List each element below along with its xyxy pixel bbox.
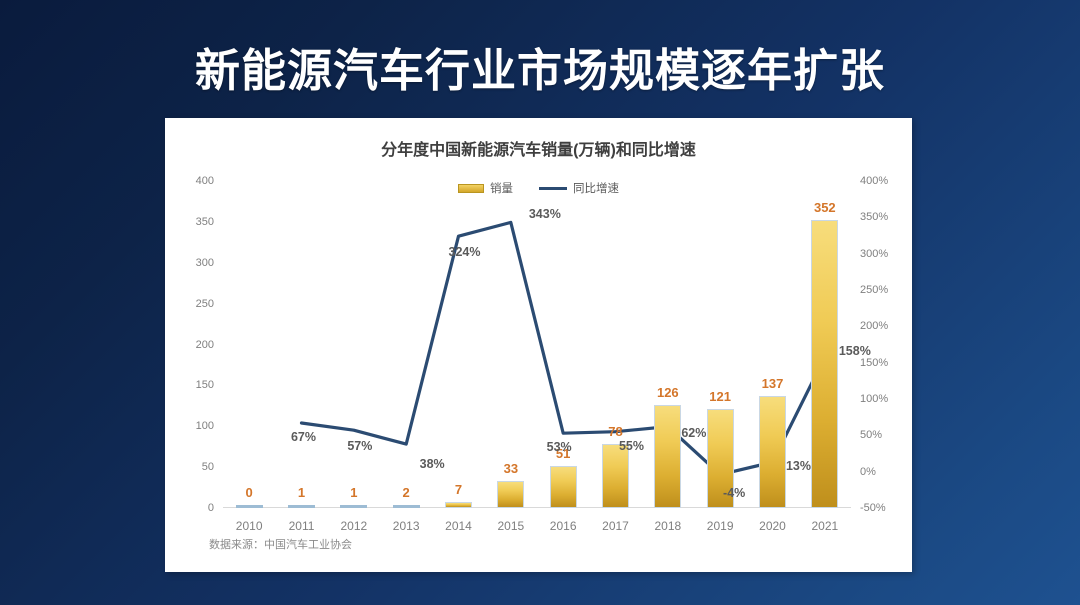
y-axis-left-tick: 50: [201, 461, 214, 474]
x-axis-tick: 2018: [654, 519, 682, 533]
line-value-label: 13%: [785, 459, 812, 474]
legend-label-sales: 销量: [490, 183, 513, 195]
y-axis-left-tick: 150: [195, 379, 214, 392]
y-axis-left-tick: 350: [195, 215, 214, 228]
line-value-label: 158%: [838, 343, 871, 358]
bar-2012[interactable]: [340, 505, 368, 508]
line-value-label: 343%: [528, 207, 561, 222]
x-axis-tick: 2015: [497, 519, 525, 533]
x-axis-tick: 2021: [811, 519, 839, 533]
slide-title: 新能源汽车行业市场规模逐年扩张: [194, 45, 885, 96]
x-axis-tick: 2011: [288, 519, 315, 533]
x-axis-tick: 2010: [235, 519, 263, 533]
y-axis-right-tick: 0%: [860, 465, 876, 478]
bar-value-label: 1: [297, 485, 306, 500]
bar-value-label: 7: [454, 482, 463, 498]
axis-baseline: [223, 507, 851, 508]
bar-value-label: 51: [555, 446, 571, 462]
y-axis-right-tick: 50%: [860, 429, 883, 442]
bar-2013[interactable]: [392, 505, 420, 508]
y-axis-right-tick: 150%: [860, 356, 889, 369]
bar-value-label: 126: [656, 384, 679, 400]
y-axis-left-tick: 200: [195, 338, 214, 351]
y-axis-right-tick: 100%: [860, 393, 889, 405]
y-axis-right-tick: 250%: [860, 284, 889, 296]
source-note: 数据来源：中国汽车工业协会: [209, 539, 352, 551]
legend-swatch-line-icon: [539, 186, 567, 190]
x-axis-tick: 2020: [759, 519, 786, 533]
y-axis-left-tick: 0: [207, 502, 214, 514]
y-axis-right-tick: 300%: [860, 247, 889, 260]
chart-title: 分年度中国新能源汽车销量(万辆)和同比增速: [381, 142, 696, 159]
gridline: [223, 426, 851, 427]
gridline: [223, 263, 851, 264]
legend-swatch-bar-icon: [458, 183, 484, 193]
gridline: [223, 345, 851, 346]
y-axis-left-tick: 300: [195, 256, 214, 269]
growth-line-series: [299, 220, 827, 477]
chart-panel: 分年度中国新能源汽车销量(万辆)和同比增速 销量 同比增速 0 50 100 150 2…: [165, 118, 912, 572]
x-axis-tick: 2016: [549, 519, 577, 533]
gridline: [223, 222, 851, 223]
legend-item-sales[interactable]: 销量: [458, 180, 513, 196]
legend-item-growth[interactable]: 同比增速: [539, 180, 619, 196]
gridline: [223, 467, 851, 468]
bar-2014[interactable]: [444, 502, 473, 508]
bar-value-label: 78: [608, 424, 623, 440]
x-axis-tick: 2017: [602, 519, 629, 533]
line-value-label: -4%: [723, 485, 746, 500]
bar-2020[interactable]: [758, 396, 787, 508]
y-axis-left-tick: 400: [195, 175, 214, 187]
x-axis-tick: 2019: [706, 519, 734, 533]
line-value-label: 53%: [546, 440, 572, 455]
bar-value-label: 1: [350, 485, 358, 500]
bar-2021[interactable]: [811, 220, 839, 508]
bar-2010[interactable]: [235, 505, 263, 508]
bar-2016[interactable]: [549, 466, 577, 508]
bar-2011[interactable]: [287, 505, 316, 508]
legend-label-growth: 同比增速: [573, 183, 619, 195]
y-axis-right-tick: 350%: [860, 211, 889, 224]
bar-2018[interactable]: [654, 405, 682, 508]
gridline: [223, 304, 851, 305]
line-value-label: 67%: [290, 429, 317, 444]
gridline: [223, 385, 851, 386]
line-value-label: 55%: [618, 438, 645, 453]
bar-value-label: 121: [709, 389, 732, 405]
bar-value-label: 2: [402, 485, 410, 500]
bar-2017[interactable]: [601, 444, 630, 508]
bar-value-label: 137: [761, 376, 784, 391]
y-axis-left-tick: 250: [195, 297, 214, 310]
line-value-label: 38%: [419, 457, 445, 472]
line-value-label: 57%: [347, 439, 373, 454]
x-axis-tick: 2012: [340, 519, 368, 533]
chart-legend: 销量 同比增速: [165, 180, 912, 196]
y-axis-right-tick: 200%: [860, 320, 889, 333]
y-axis-left-tick: 100: [195, 420, 214, 433]
y-axis-right-tick: 400%: [860, 175, 889, 187]
bar-value-label: 33: [503, 461, 519, 477]
bar-2019[interactable]: [706, 409, 734, 508]
gridline: [223, 181, 851, 182]
x-axis-tick: 2014: [445, 519, 472, 533]
bar-value-label: 0: [245, 485, 253, 500]
plot-area: 0 50 100 150 200 250 300 350 400 -50% 0% 50% 100% 150…: [196, 175, 889, 533]
x-axis-tick: 2013: [392, 519, 420, 533]
line-value-label: 62%: [681, 425, 707, 440]
bar-2015[interactable]: [497, 481, 525, 508]
line-value-label: 324%: [448, 245, 481, 260]
bar-value-label: 352: [813, 200, 836, 216]
y-axis-right-tick: -50%: [860, 502, 886, 514]
